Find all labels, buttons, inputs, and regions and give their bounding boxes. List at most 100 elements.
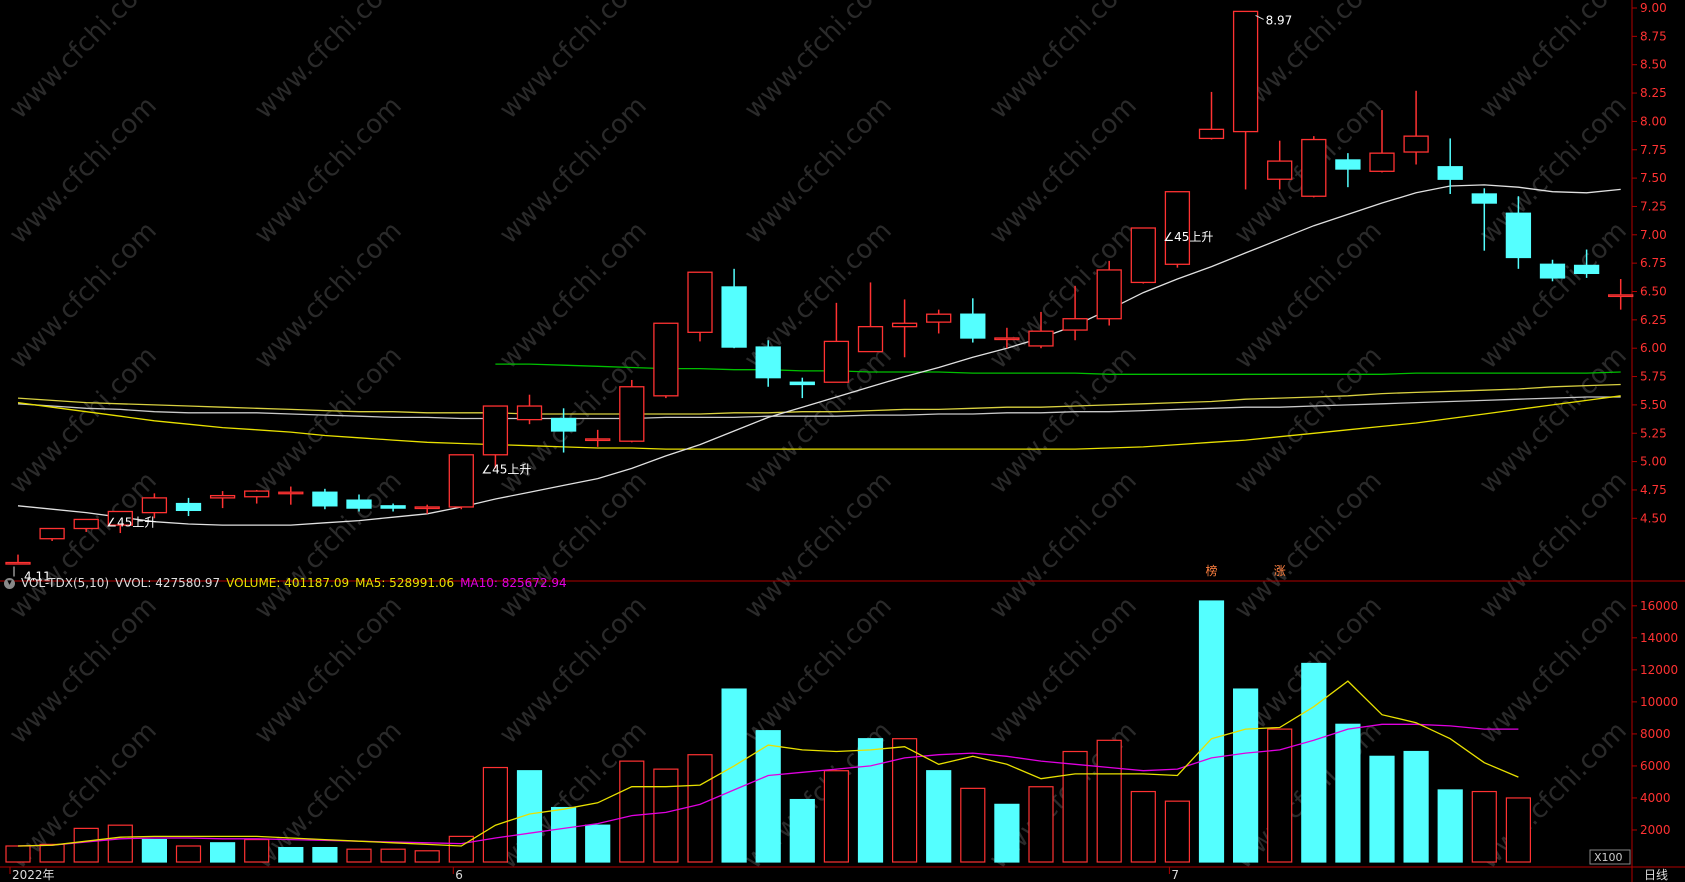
candle-up[interactable]	[653, 322, 679, 397]
volume-bar-down[interactable]	[721, 688, 747, 863]
candle-down[interactable]	[550, 417, 577, 432]
volume-bar-down[interactable]	[1369, 755, 1395, 863]
candle-up[interactable]	[244, 490, 270, 498]
volume-bar-down[interactable]	[755, 730, 781, 863]
volume-bar-up[interactable]	[1505, 797, 1532, 863]
volume-bar-up[interactable]	[5, 845, 31, 863]
candle-up[interactable]	[585, 438, 611, 442]
volume-bar-up[interactable]	[1130, 790, 1156, 863]
candle-up[interactable]	[857, 326, 884, 353]
candle-down[interactable]	[1471, 193, 1497, 204]
candle-up[interactable]	[891, 322, 918, 328]
candle-up[interactable]	[209, 494, 236, 499]
candle-up[interactable]	[1403, 135, 1429, 153]
candle-up[interactable]	[619, 386, 645, 442]
candle-up[interactable]	[1130, 227, 1156, 284]
event-marker: 涨	[1274, 563, 1286, 578]
candle-up[interactable]	[1198, 128, 1225, 140]
candle-down[interactable]	[960, 313, 986, 339]
candle-down[interactable]	[1335, 159, 1361, 170]
volume-bar-down[interactable]	[585, 824, 611, 863]
scale-box	[1589, 849, 1631, 865]
candle-down[interactable]	[346, 499, 372, 509]
candle-up[interactable]	[823, 340, 850, 383]
candle-up[interactable]	[1301, 138, 1327, 197]
volume-bar-up[interactable]	[414, 850, 440, 863]
candle-up[interactable]	[1096, 269, 1122, 320]
volume-bar-down[interactable]	[210, 842, 236, 863]
volume-bar-up[interactable]	[244, 838, 270, 863]
candle-down[interactable]	[175, 502, 202, 512]
volume-bar-up[interactable]	[1164, 800, 1191, 863]
candle-down[interactable]	[1437, 166, 1463, 180]
candle-down[interactable]	[721, 286, 747, 348]
volume-bar-up[interactable]	[619, 760, 645, 863]
volume-bar-up[interactable]	[1267, 728, 1293, 863]
volume-bar-down[interactable]	[1301, 662, 1327, 863]
candle-up[interactable]	[1232, 10, 1259, 133]
candle-up[interactable]	[448, 454, 474, 508]
volume-bar-up[interactable]	[1062, 750, 1088, 863]
candle-up[interactable]	[73, 518, 99, 530]
candle-up[interactable]	[482, 405, 509, 456]
volume-bar-down[interactable]	[1232, 688, 1259, 863]
volume-value: VOLUME: 401187.09	[226, 576, 350, 590]
candle-up[interactable]	[141, 497, 168, 514]
volume-bar-up[interactable]	[1471, 790, 1497, 863]
volume-bar-down[interactable]	[1335, 723, 1361, 863]
volume-bar-up[interactable]	[1096, 739, 1122, 863]
volume-bar-down[interactable]	[278, 846, 304, 863]
volume-bar-up[interactable]	[653, 768, 679, 863]
volume-bar-up[interactable]	[380, 848, 406, 863]
candle-up[interactable]	[1028, 330, 1054, 347]
volume-bar-up[interactable]	[107, 824, 133, 863]
volume-bar-down[interactable]	[1198, 600, 1225, 863]
candle-down[interactable]	[1573, 264, 1600, 275]
candle-up[interactable]	[278, 491, 304, 495]
volume-bar-down[interactable]	[1403, 750, 1429, 863]
volume-bar-down[interactable]	[926, 770, 952, 863]
candle-down[interactable]	[755, 346, 781, 379]
candle-up[interactable]	[1062, 318, 1088, 331]
indicator-toggle-icon[interactable]: ▾	[4, 577, 15, 589]
volume-bar-down[interactable]	[1437, 789, 1463, 863]
candle-up[interactable]	[107, 510, 133, 526]
volume-bar-down[interactable]	[789, 798, 815, 863]
volume-bar-up[interactable]	[1028, 786, 1054, 863]
candle-down[interactable]	[312, 491, 338, 507]
candle-up[interactable]	[39, 527, 65, 540]
volume-bar-down[interactable]	[312, 846, 338, 863]
volume-bar-up[interactable]	[73, 827, 99, 863]
candle-down[interactable]	[789, 381, 815, 386]
candle-up[interactable]	[516, 405, 543, 421]
volume-bar-up[interactable]	[39, 843, 65, 863]
volume-bar-up[interactable]	[482, 766, 508, 863]
candle-up[interactable]	[1164, 191, 1191, 265]
volume-bar-up[interactable]	[960, 787, 986, 863]
candle-down[interactable]	[1539, 263, 1566, 279]
indicator-name[interactable]: VOL-TDX(5,10)	[21, 576, 110, 590]
volume-bar-down[interactable]	[141, 838, 167, 863]
candle-up[interactable]	[926, 313, 952, 323]
volume-info-bar: ▾ VOL-TDX(5,10) VVOL: 427580.97 VOLUME: …	[4, 575, 567, 591]
price-tick-label: 7.75	[1640, 143, 1667, 157]
volume-bar-down[interactable]	[550, 806, 577, 863]
candle-up[interactable]	[5, 561, 31, 565]
candle-down[interactable]	[380, 505, 406, 509]
candle-up[interactable]	[414, 506, 440, 510]
candle-down[interactable]	[1505, 212, 1532, 259]
volume-bar-down[interactable]	[857, 738, 884, 863]
candle-up[interactable]	[687, 271, 713, 333]
volume-bar-up[interactable]	[823, 770, 850, 863]
volume-bar-up[interactable]	[175, 845, 202, 863]
event-marker: 榜	[1206, 563, 1218, 578]
volume-bar-up[interactable]	[687, 754, 713, 863]
candle-up[interactable]	[1608, 294, 1634, 298]
price-tick-label: 8.75	[1640, 29, 1667, 43]
candle-up[interactable]	[1267, 160, 1293, 180]
candle-up[interactable]	[994, 337, 1020, 341]
candle-up[interactable]	[1369, 152, 1395, 172]
volume-bar-up[interactable]	[346, 848, 372, 863]
volume-bar-down[interactable]	[994, 803, 1020, 863]
